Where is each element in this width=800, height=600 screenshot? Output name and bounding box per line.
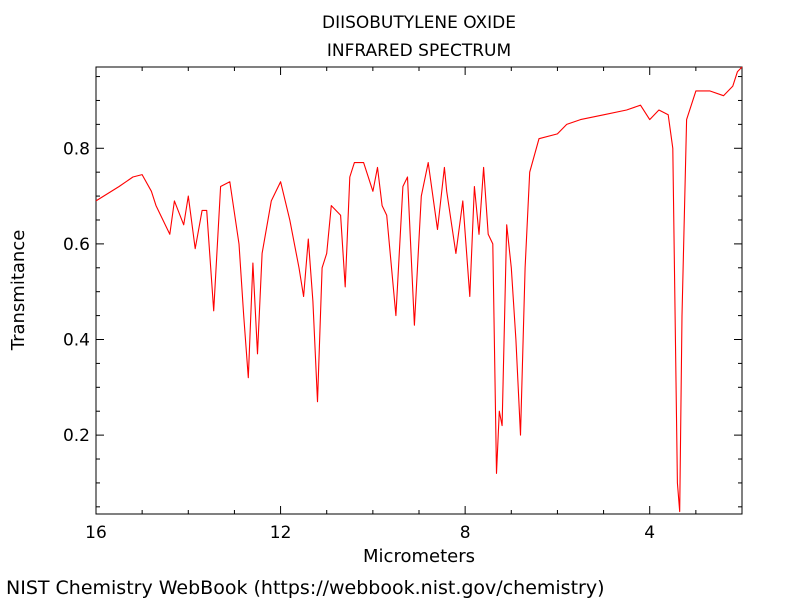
y-axis-label: Transmitance — [8, 230, 29, 352]
y-tick-labels: 0.2 0.4 0.6 0.8 — [63, 139, 90, 446]
axis-ticks — [95, 67, 742, 514]
x-tick-label: 8 — [460, 523, 471, 543]
y-tick-label: 0.2 — [63, 426, 90, 446]
plot-frame — [95, 66, 743, 515]
source-credit: NIST Chemistry WebBook (https://webbook.… — [6, 577, 604, 599]
x-axis-label: Micrometers — [363, 546, 475, 567]
y-tick-label: 0.4 — [63, 331, 90, 351]
x-tick-labels: 16 12 8 4 — [85, 523, 655, 543]
x-tick-label: 4 — [644, 523, 655, 543]
x-tick-label: 16 — [85, 523, 107, 543]
spectrum-line — [95, 66, 743, 513]
chart-title: DIISOBUTYLENE OXIDE — [322, 13, 516, 33]
y-tick-label: 0.6 — [63, 235, 90, 255]
x-tick-label: 12 — [270, 523, 292, 543]
y-tick-label: 0.8 — [63, 139, 90, 159]
plot-area — [95, 66, 743, 515]
chart-subtitle: INFRARED SPECTRUM — [327, 41, 511, 61]
series-layer — [95, 66, 743, 513]
